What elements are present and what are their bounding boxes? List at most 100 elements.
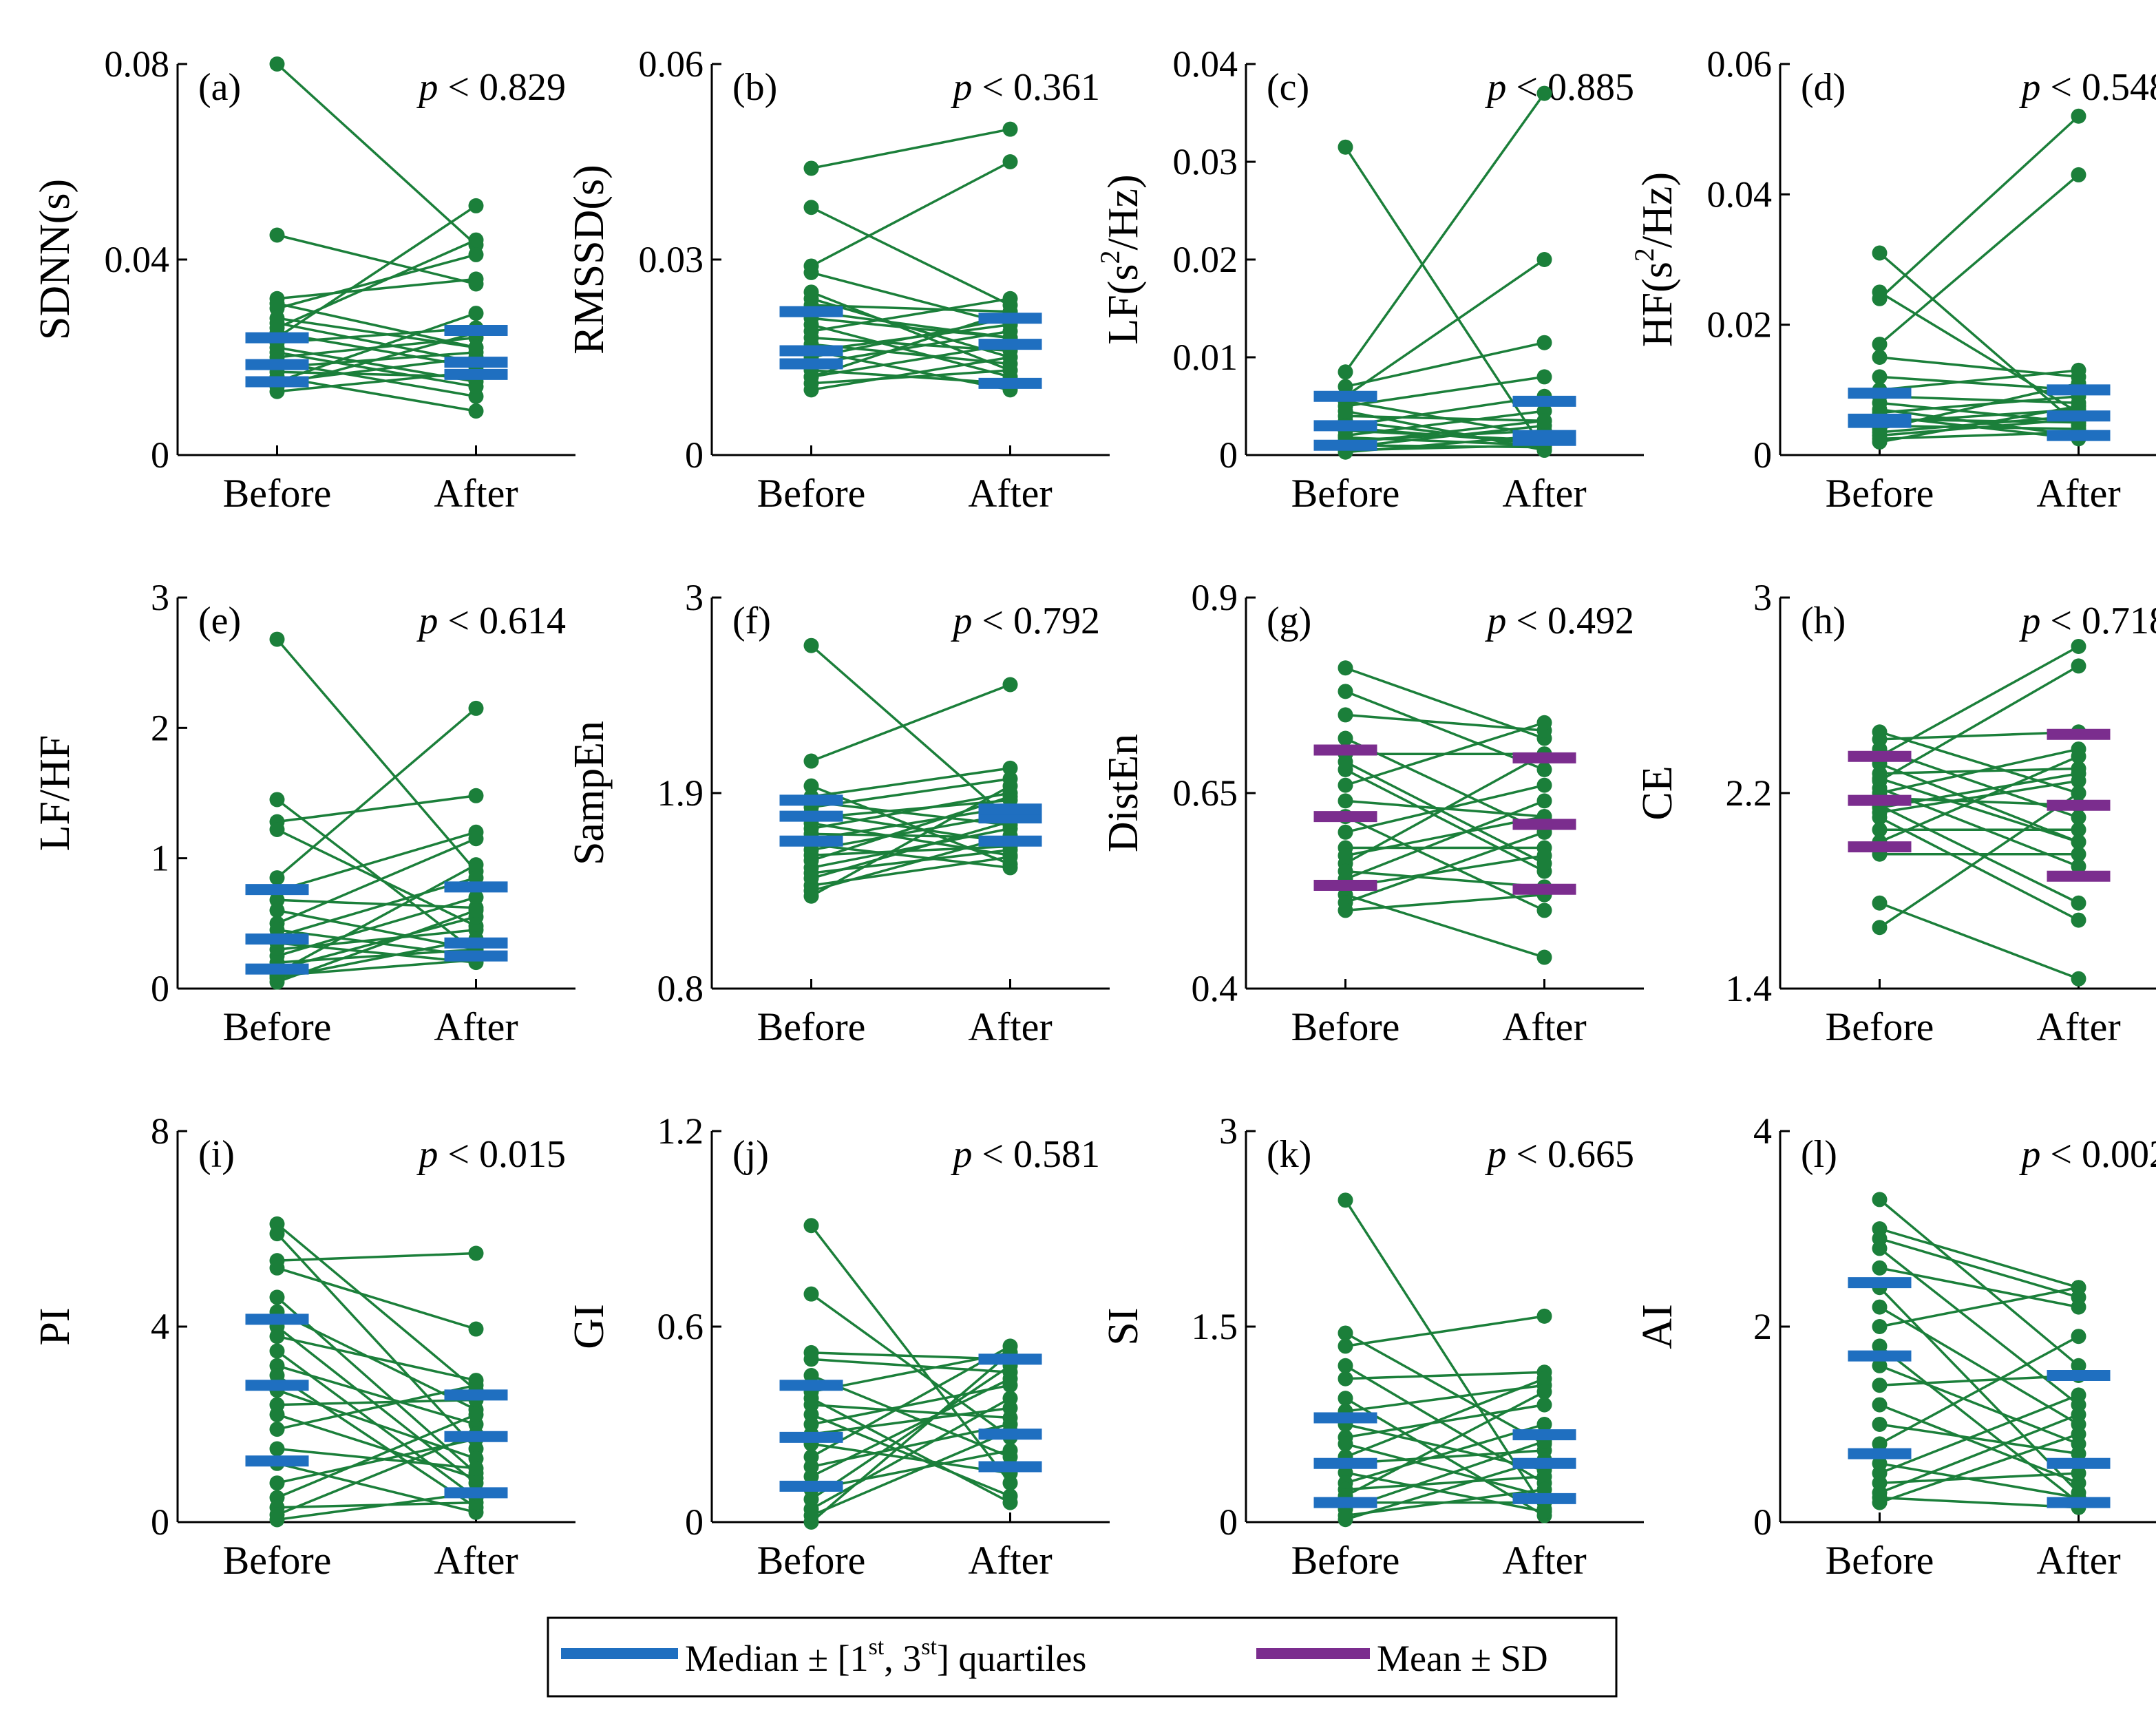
point-after (1536, 1417, 1552, 1432)
pair-line (1345, 434, 1545, 454)
pair-line (1879, 1393, 2080, 1475)
point-before (803, 1468, 819, 1484)
y-tick-label: 0.03 (639, 239, 704, 280)
point-before (1872, 1436, 1888, 1452)
y-tick-label: 1.9 (657, 772, 704, 814)
point-after (1536, 793, 1552, 809)
point-before (803, 888, 819, 904)
y-axis-label: SDNN(s) (32, 179, 78, 340)
pair-line (277, 302, 476, 349)
panel-tag: (f) (732, 600, 771, 642)
pair-line (1879, 418, 2079, 424)
legend-median-label: Median ± [1st, 3st] quartiles (685, 1634, 1086, 1679)
pair-line (1345, 426, 1545, 445)
panel-a: 0 0.04 0.08 Before After SDNN(s) (a) p < 0.829 (32, 43, 575, 516)
pair-line (1879, 291, 2080, 414)
pair-line (810, 1344, 1011, 1458)
point-before (803, 1351, 819, 1367)
panel-k: 0 1.5 3 Before After SI (k) p < 0.665 (1100, 1110, 1644, 1583)
point-after (468, 403, 484, 419)
x-tick-label-before: Before (757, 1004, 866, 1049)
y-tick-label: 4 (1753, 1110, 1772, 1152)
pair-line (811, 822, 1011, 857)
point-before (1872, 920, 1888, 936)
point-after (468, 306, 484, 321)
panel-tag: (c) (1267, 66, 1309, 109)
pair-line (1344, 1458, 1545, 1521)
x-tick-label-before: Before (1291, 1538, 1400, 1583)
pair-line (810, 1429, 1011, 1517)
point-before (1872, 1192, 1888, 1207)
y-axis-label: LF/HF (32, 735, 78, 852)
panel-tag: (a) (198, 66, 241, 109)
x-tick-label-before: Before (1291, 471, 1400, 516)
y-tick-label: 0.6 (657, 1306, 704, 1347)
point-after (2071, 785, 2086, 801)
point-before (269, 631, 285, 647)
point-after (1002, 677, 1018, 693)
pair-line (276, 1413, 477, 1499)
x-tick-label-after: After (2036, 1004, 2120, 1049)
pair-line (1879, 816, 2080, 922)
y-tick-label: 1.5 (1192, 1306, 1238, 1347)
pair-line (811, 805, 1011, 841)
pair-line (1344, 1391, 1545, 1497)
panel-d: 0 0.02 0.04 0.06 Before After HF(s2/Hz) (d) p < … (1629, 43, 2156, 516)
pair-line (1345, 1442, 1545, 1497)
point-before (803, 753, 819, 769)
point-before (269, 1512, 285, 1528)
y-tick-label: 0.06 (639, 43, 704, 85)
pair-line (1345, 395, 1545, 428)
pair-line (277, 326, 476, 344)
x-tick-label-before: Before (1826, 471, 1934, 516)
pair-line (1344, 799, 1545, 880)
point-before (1338, 1338, 1353, 1354)
x-tick-label-before: Before (757, 1538, 866, 1583)
pair-line (277, 938, 476, 980)
point-before (1872, 1495, 1888, 1510)
x-tick-label-before: Before (1826, 1538, 1934, 1583)
y-tick-label: 0.08 (105, 43, 170, 85)
y-axis-label: SampEn (566, 721, 613, 865)
point-before (269, 227, 285, 243)
point-before (803, 382, 819, 398)
point-after (2071, 810, 2086, 825)
pair-line (277, 1398, 476, 1406)
pair-line (276, 1232, 477, 1450)
y-tick-label: 3 (685, 577, 704, 618)
p-value-label: p < 0.581 (950, 1133, 1100, 1176)
pair-line (1345, 1315, 1545, 1348)
point-before (1872, 1299, 1888, 1315)
point-before (1872, 822, 1888, 838)
panel-tag: (i) (198, 1133, 235, 1176)
point-before (1872, 1397, 1888, 1413)
y-axis-label: GI (566, 1304, 613, 1349)
point-after (1536, 1384, 1552, 1400)
point-after (468, 1460, 484, 1476)
point-before (803, 637, 819, 653)
point-before (269, 295, 285, 311)
x-tick-label-before: Before (223, 1004, 332, 1049)
point-after (1536, 1397, 1552, 1413)
pair-line (1344, 721, 1545, 787)
point-after (1002, 1495, 1018, 1510)
point-before (269, 974, 285, 990)
point-after (1002, 291, 1018, 306)
point-before (269, 1329, 285, 1344)
pair-line (1344, 146, 1545, 451)
x-tick-label-after: After (968, 1004, 1052, 1049)
panel-h: 1.4 2.2 3 Before After CE (h) p < 0.718 (1634, 577, 2156, 1049)
panel-f: 0.8 1.9 3 Before After SampEn (f) p < 0.792 (566, 577, 1110, 1049)
point-before (1872, 434, 1888, 450)
point-after (2071, 1426, 2086, 1442)
point-before (269, 1422, 285, 1437)
point-after (468, 831, 484, 847)
point-before (1338, 1192, 1353, 1208)
pair-line (277, 958, 476, 977)
point-after (468, 857, 484, 873)
point-after (1536, 856, 1552, 872)
pair-line (1344, 831, 1545, 904)
x-tick-label-before: Before (1291, 1004, 1400, 1049)
pair-line (1344, 815, 1545, 911)
